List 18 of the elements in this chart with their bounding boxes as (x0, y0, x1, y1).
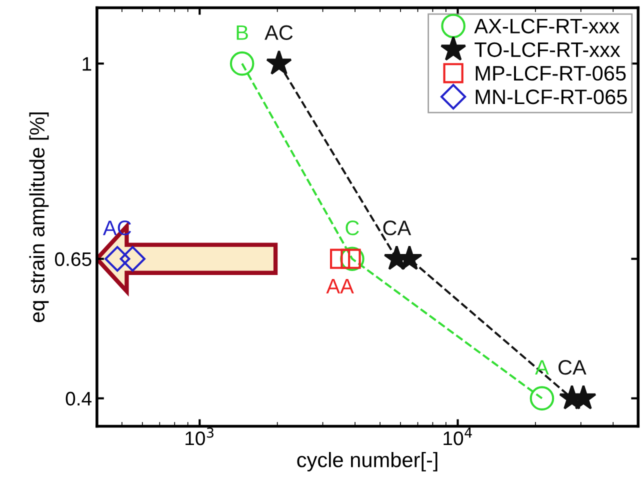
legend-label: AX-LCF-RT-xxx (474, 18, 620, 34)
legend-label: MN-LCF-RT-065 (476, 90, 627, 104)
x-axis-title: cycle number[-] (297, 452, 438, 472)
data-label: CA (558, 360, 586, 375)
data-label: CA (383, 220, 412, 236)
y-tick-label: 1 (82, 57, 92, 71)
legend-label: MP-LCF-RT-065 (476, 66, 626, 81)
y-tick-label: 0.65 (55, 252, 92, 266)
data-label: AA (326, 279, 354, 294)
x-tick-label: 10$^{4}$ (444, 428, 472, 446)
x-tick-label: 10$^{3}$ (186, 427, 214, 446)
data-label: A (535, 360, 549, 375)
data-label: B (236, 25, 248, 40)
data-label: C (346, 220, 359, 236)
y-axis-title: eq strain amplitude [%] (29, 112, 49, 322)
data-label: AC (264, 25, 293, 40)
y-tick-label: 0.4 (66, 392, 92, 406)
legend-label: TO-LCF-RT-xxx (474, 42, 620, 58)
